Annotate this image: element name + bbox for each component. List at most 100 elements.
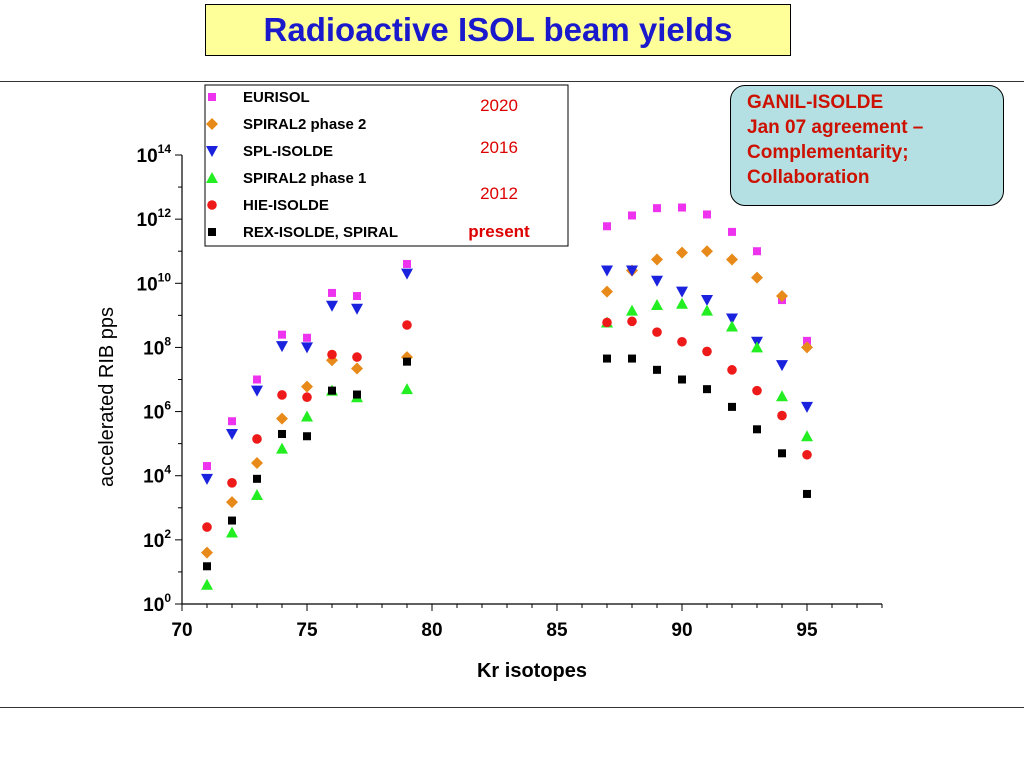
callout-line: GANIL-ISOLDE (747, 92, 884, 113)
y-tick-label: 1010 (137, 270, 172, 295)
data-point (626, 265, 638, 277)
data-point (278, 330, 286, 339)
data-point (203, 562, 211, 571)
legend-year: present (468, 222, 530, 241)
ganil-isolde-callout: GANIL-ISOLDE Jan 07 agreement – Compleme… (730, 85, 1004, 206)
data-point (752, 385, 762, 396)
y-axis-label: accelerated RIB pps (96, 307, 118, 487)
x-axis-label: Kr isotopes (477, 660, 587, 682)
legend-marker (208, 93, 216, 101)
legend-label: SPIRAL2 phase 1 (243, 170, 366, 187)
data-point (202, 522, 212, 532)
legend-label: HIE-ISOLDE (243, 197, 329, 214)
data-point (301, 410, 313, 422)
data-point (352, 352, 362, 362)
data-point (303, 333, 311, 342)
data-point (701, 245, 713, 258)
data-point (276, 341, 288, 353)
data-point (726, 320, 738, 332)
series-rex-isolde-spiral (203, 354, 811, 571)
top-divider (0, 81, 1024, 82)
data-point (201, 546, 213, 559)
data-point (701, 304, 713, 316)
data-point (726, 253, 738, 266)
data-point (676, 246, 688, 259)
data-point (701, 295, 713, 307)
y-tick-label: 1014 (137, 142, 172, 167)
data-point (326, 300, 338, 312)
data-point (677, 336, 687, 347)
data-point (251, 489, 263, 501)
data-point (678, 375, 686, 384)
data-point (253, 474, 261, 483)
data-point (801, 401, 813, 413)
data-point (751, 341, 763, 353)
data-point (653, 204, 661, 213)
y-tick-label: 108 (143, 334, 171, 359)
legend-label: SPL-ISOLDE (243, 143, 333, 160)
data-point (351, 303, 363, 315)
data-point (676, 297, 688, 309)
x-tick-label: 95 (796, 620, 818, 641)
data-point (803, 336, 811, 345)
data-point (201, 578, 213, 590)
data-point (728, 227, 736, 236)
data-point (651, 275, 663, 287)
x-tick-label: 75 (296, 620, 318, 641)
callout-line: Complementarity; (747, 142, 909, 163)
data-point (627, 316, 637, 327)
chart-ticks: 70 75 80 85 90 95 100 102 104 106 108 1010 1012 1014 (137, 142, 883, 641)
data-point (678, 203, 686, 212)
data-point (403, 259, 411, 268)
data-point (626, 304, 638, 316)
data-point (201, 473, 213, 485)
data-point (302, 392, 312, 403)
data-point (728, 402, 736, 411)
data-point (228, 417, 236, 426)
page-title: Radioactive ISOL beam yields (263, 11, 733, 48)
data-point (253, 375, 261, 384)
legend-marker (208, 228, 216, 236)
legend-marker (206, 118, 218, 130)
data-point (226, 526, 238, 538)
data-point (703, 210, 711, 219)
data-point (703, 385, 711, 394)
data-point (251, 385, 263, 397)
data-point (776, 360, 788, 372)
data-point (276, 412, 288, 425)
data-point (353, 390, 361, 399)
data-point (603, 222, 611, 231)
data-point (777, 410, 787, 421)
y-tick-label: 102 (143, 527, 171, 552)
data-point (301, 342, 313, 354)
data-point (651, 299, 663, 311)
data-point (251, 456, 263, 469)
legend-label: SPIRAL2 phase 2 (243, 116, 366, 133)
data-point (327, 349, 337, 360)
legend: EURISOL 2020 SPIRAL2 phase 2 SPL-ISOLDE 2016… (204, 84, 569, 247)
legend-year: 2016 (480, 138, 518, 157)
data-point (802, 449, 812, 460)
bottom-divider (0, 707, 1024, 708)
data-point (277, 390, 287, 400)
data-point (676, 286, 688, 298)
data-point (751, 271, 763, 284)
x-tick-label: 85 (546, 620, 568, 641)
data-point (753, 425, 761, 434)
data-point (801, 430, 813, 442)
data-point (301, 380, 313, 393)
data-point (252, 434, 262, 444)
data-point (402, 320, 412, 330)
x-tick-label: 80 (421, 620, 442, 641)
data-point (353, 292, 361, 301)
legend-marker (206, 146, 218, 157)
legend-year: 2020 (480, 96, 518, 115)
data-point (727, 365, 737, 375)
callout-line: Jan 07 agreement – (747, 117, 924, 138)
series-spiral2-phase-1 (201, 297, 813, 590)
data-point (601, 265, 613, 277)
series-spiral2-phase-2 (201, 245, 813, 559)
chart-marks (201, 203, 813, 590)
legend-year: 2012 (480, 184, 518, 203)
